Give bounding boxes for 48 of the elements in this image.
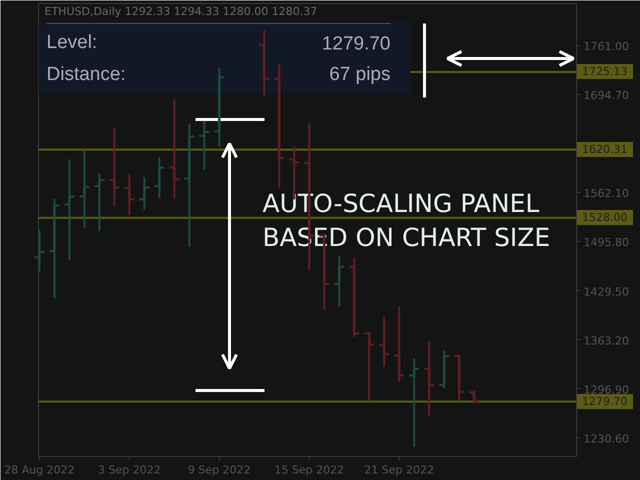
y-tick-label: 1694.70 <box>584 89 629 102</box>
annotation: Distance: <box>46 64 126 85</box>
annotation: Level: <box>46 32 98 53</box>
candlestick <box>438 350 450 388</box>
annotation: AUTO-SCALING PANEL <box>262 189 540 218</box>
chart-title: ETHUSD,Daily 1292.33 1294.33 1280.00 1280.37 <box>44 5 318 18</box>
ref-line-label: 1528.00 <box>577 210 632 225</box>
y-tick-label: 1429.50 <box>584 285 629 298</box>
candlestick <box>108 127 120 206</box>
candlestick <box>348 258 360 338</box>
candlestick <box>198 120 210 170</box>
candlestick <box>123 174 136 216</box>
annotation: 1279.70 <box>322 34 391 54</box>
x-tick-label: 15 Sep 2022 <box>274 464 344 476</box>
y-tick-label: 1363.20 <box>584 334 629 348</box>
candlestick <box>48 198 60 298</box>
candlestick <box>408 358 420 447</box>
candlestick <box>183 124 196 248</box>
candlestick <box>378 316 390 367</box>
candlestick <box>138 176 150 210</box>
candlestick <box>363 332 376 401</box>
candlestick <box>333 255 346 307</box>
ref-line-label: 1279.70 <box>577 394 632 409</box>
candlestick <box>63 159 76 260</box>
ref-line-label: 1725.13 <box>577 64 632 79</box>
candlestick <box>213 67 226 148</box>
y-tick-label: 1230.60 <box>584 432 629 446</box>
x-tick-label: 21 Sep 2022 <box>364 464 434 476</box>
candlestick <box>78 150 90 228</box>
y-tick-label: 1495.80 <box>584 236 629 250</box>
candlestick <box>153 156 166 198</box>
y-tick-label: 1562.10 <box>584 187 629 200</box>
candlestick <box>273 64 286 188</box>
candlestick <box>33 229 46 272</box>
candlestick <box>168 99 180 199</box>
x-tick-label: 9 Sep 2022 <box>188 464 251 476</box>
candlestick <box>393 306 406 382</box>
candlestick <box>93 173 106 232</box>
candlestick <box>423 341 436 416</box>
candlestick <box>453 354 466 401</box>
ref-line-label: 1620.31 <box>577 142 632 157</box>
y-tick-label: 1296.90 <box>584 383 629 396</box>
annotation: 67 pips <box>329 64 391 85</box>
x-tick-label: 28 Aug 2022 <box>4 464 75 476</box>
candlestick <box>258 30 270 96</box>
candlestick <box>468 390 480 402</box>
x-tick-label: 3 Sep 2022 <box>98 464 161 476</box>
y-tick-label: 1761.00 <box>584 40 629 53</box>
